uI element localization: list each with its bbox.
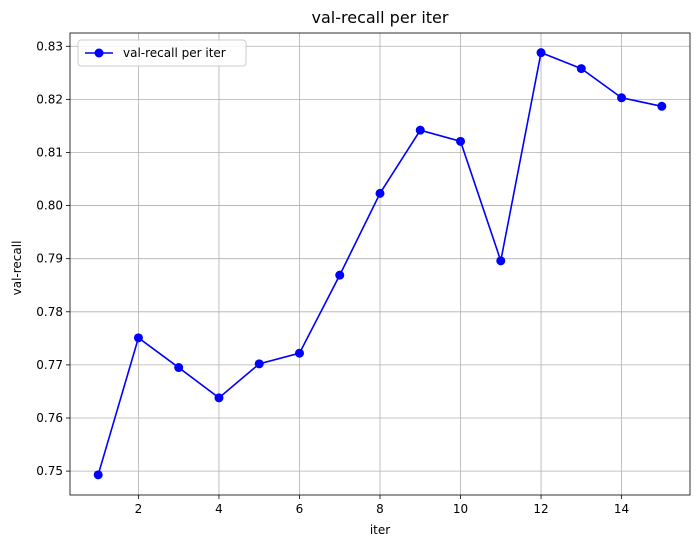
- y-tick-label: 0.78: [36, 305, 63, 319]
- x-tick-label: 8: [376, 502, 384, 516]
- data-point: [456, 136, 466, 146]
- legend-box: [77, 39, 247, 67]
- data-point: [375, 188, 385, 198]
- data-point: [657, 101, 667, 111]
- legend-marker: [94, 48, 104, 58]
- y-tick-label: 0.82: [36, 92, 63, 106]
- y-tick-label: 0.76: [36, 411, 63, 425]
- x-axis-label: iter: [370, 523, 390, 537]
- x-tick-label: 12: [533, 502, 548, 516]
- x-tick-label: 14: [614, 502, 629, 516]
- y-tick-label: 0.80: [36, 199, 63, 213]
- data-point: [294, 348, 304, 358]
- x-tick-label: 10: [453, 502, 468, 516]
- y-tick-label: 0.81: [36, 145, 63, 159]
- chart-title: val-recall per iter: [312, 8, 449, 27]
- data-point: [496, 256, 506, 266]
- x-tick-label: 4: [215, 502, 223, 516]
- data-point: [93, 470, 103, 480]
- data-point: [536, 48, 546, 58]
- data-point: [335, 270, 345, 280]
- y-axis-label: val-recall: [10, 241, 24, 296]
- data-point: [133, 333, 143, 343]
- data-point: [254, 359, 264, 369]
- legend: val-recall per iter: [77, 39, 247, 67]
- x-tick-label: 6: [296, 502, 304, 516]
- data-point: [174, 363, 184, 373]
- y-tick-label: 0.75: [36, 464, 63, 478]
- y-tick-label: 0.79: [36, 252, 63, 266]
- legend-label: val-recall per iter: [123, 46, 226, 60]
- data-point: [617, 93, 627, 103]
- y-tick-label: 0.83: [36, 39, 63, 53]
- y-tick-label: 0.77: [36, 358, 63, 372]
- x-tick-label: 2: [135, 502, 143, 516]
- data-point: [214, 393, 224, 403]
- data-point: [576, 64, 586, 74]
- data-point: [415, 125, 425, 135]
